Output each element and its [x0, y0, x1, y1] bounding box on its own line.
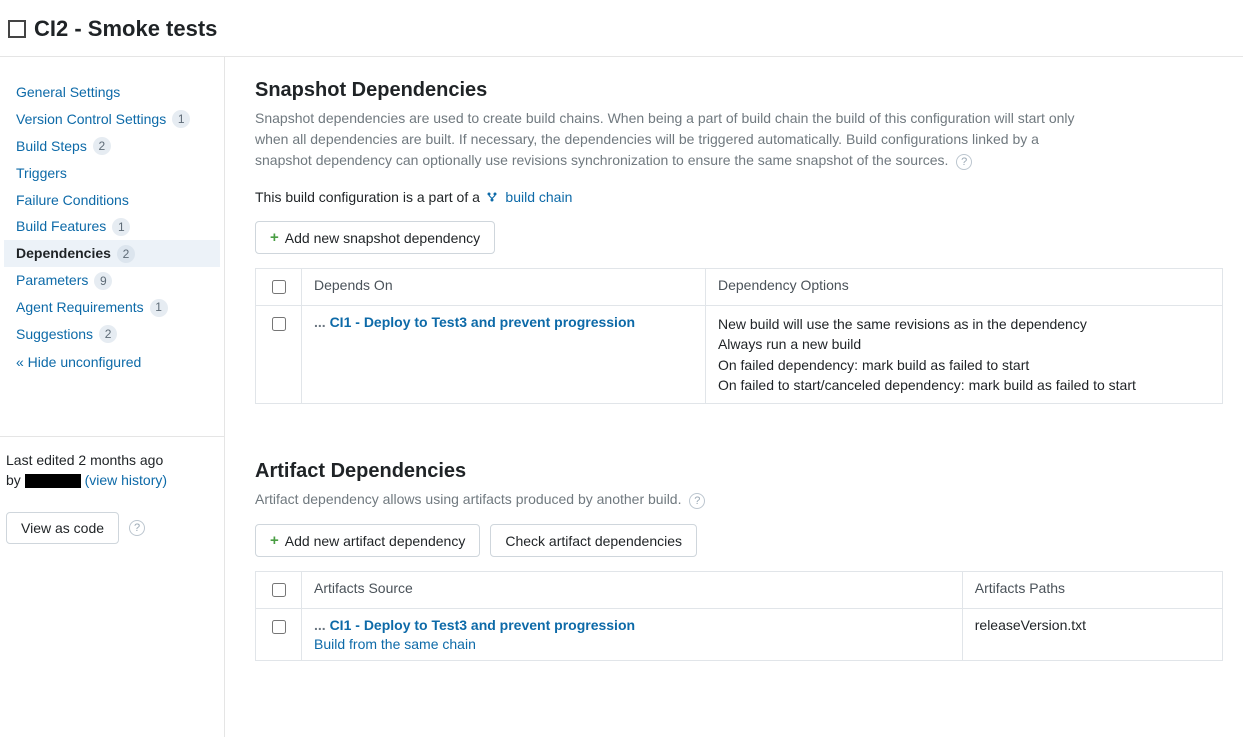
row-checkbox[interactable] [272, 620, 286, 634]
sidebar-item-dependencies[interactable]: Dependencies 2 [4, 240, 220, 267]
hide-unconfigured-link[interactable]: « Hide unconfigured [4, 348, 220, 376]
plus-icon: + [270, 532, 279, 549]
table-row: ... CI1 - Deploy to Test3 and prevent pr… [256, 306, 1223, 404]
sidebar-item-label: Dependencies [16, 244, 111, 263]
sidebar-item-label: Version Control Settings [16, 110, 166, 129]
add-artifact-dependency-button[interactable]: + Add new artifact dependency [255, 524, 480, 557]
add-snapshot-label: Add new snapshot dependency [285, 230, 480, 246]
help-icon[interactable]: ? [956, 154, 972, 170]
dep-sep: - [351, 617, 363, 633]
help-icon[interactable]: ? [689, 493, 705, 509]
last-edited-block: Last edited 2 months ago by (view histor… [0, 436, 224, 490]
sidebar-item-label: Suggestions [16, 325, 93, 344]
count-badge: 2 [117, 245, 135, 263]
build-from-chain-link[interactable]: Build from the same chain [314, 636, 950, 652]
sidebar-item-vcs-settings[interactable]: Version Control Settings 1 [4, 106, 220, 133]
path-ellipsis: ... [314, 314, 326, 330]
path-ellipsis: ... [314, 617, 326, 633]
sidebar-item-triggers[interactable]: Triggers [4, 160, 220, 187]
count-badge: 2 [99, 325, 117, 343]
dep-project: CI1 [330, 314, 352, 330]
by-label: by [6, 472, 21, 488]
sidebar-item-label: Triggers [16, 164, 67, 183]
option-line: New build will use the same revisions as… [718, 314, 1210, 334]
sidebar-item-build-features[interactable]: Build Features 1 [4, 213, 220, 240]
main-content: Snapshot Dependencies Snapshot dependenc… [225, 57, 1243, 737]
view-history-link[interactable]: (view history) [85, 472, 167, 488]
row-checkbox[interactable] [272, 317, 286, 331]
artifact-source-link[interactable]: ... CI1 - Deploy to Test3 and prevent pr… [314, 617, 635, 633]
sidebar-item-label: Failure Conditions [16, 191, 129, 210]
select-all-checkbox[interactable] [272, 280, 286, 294]
dep-build-name: Deploy to Test3 and prevent progression [364, 617, 635, 633]
col-depends-on: Depends On [302, 269, 706, 306]
branch-icon [486, 191, 502, 206]
dep-sep: - [351, 314, 363, 330]
sidebar-item-suggestions[interactable]: Suggestions 2 [4, 321, 220, 348]
redacted-username [25, 474, 81, 488]
count-badge: 1 [172, 110, 190, 128]
sidebar-item-label: Agent Requirements [16, 298, 144, 317]
dep-project: CI1 [330, 617, 352, 633]
option-line: Always run a new build [718, 334, 1210, 354]
table-row: ... CI1 - Deploy to Test3 and prevent pr… [256, 609, 1223, 661]
sidebar-item-label: Parameters [16, 271, 88, 290]
artifact-section-title: Artifact Dependencies [255, 460, 1223, 483]
count-badge: 9 [94, 272, 112, 290]
col-artifacts-paths: Artifacts Paths [962, 572, 1222, 609]
count-badge: 1 [150, 299, 168, 317]
snapshot-description: Snapshot dependencies are used to create… [255, 108, 1095, 171]
artifact-description: Artifact dependency allows using artifac… [255, 489, 1095, 510]
last-edited-prefix: Last edited [6, 452, 78, 468]
count-badge: 2 [93, 137, 111, 155]
sidebar-item-agent-requirements[interactable]: Agent Requirements 1 [4, 294, 220, 321]
project-icon [8, 20, 26, 38]
artifact-path: releaseVersion.txt [975, 617, 1086, 633]
sidebar-item-parameters[interactable]: Parameters 9 [4, 267, 220, 294]
check-artifact-dependencies-button[interactable]: Check artifact dependencies [490, 524, 697, 557]
count-badge: 1 [112, 218, 130, 236]
view-as-code-button[interactable]: View as code [6, 512, 119, 544]
build-chain-link[interactable]: build chain [505, 189, 572, 205]
artifact-dependencies-table: Artifacts Source Artifacts Paths ... CI1… [255, 571, 1223, 661]
add-snapshot-dependency-button[interactable]: + Add new snapshot dependency [255, 221, 495, 254]
snapshot-section-title: Snapshot Dependencies [255, 79, 1223, 102]
build-chain-line: This build configuration is a part of a … [255, 189, 1223, 205]
select-all-checkbox[interactable] [272, 583, 286, 597]
page-header: CI2 - Smoke tests [0, 0, 1243, 56]
sidebar-item-failure-conditions[interactable]: Failure Conditions [4, 187, 220, 214]
plus-icon: + [270, 229, 279, 246]
sidebar: General Settings Version Control Setting… [0, 57, 225, 737]
dep-build-name: Deploy to Test3 and prevent progression [364, 314, 635, 330]
option-line: On failed dependency: mark build as fail… [718, 355, 1210, 375]
sidebar-item-label: General Settings [16, 83, 120, 102]
sidebar-item-general-settings[interactable]: General Settings [4, 79, 220, 106]
sidebar-item-label: Build Steps [16, 137, 87, 156]
view-as-code-label: View as code [21, 520, 104, 536]
sidebar-item-build-steps[interactable]: Build Steps 2 [4, 133, 220, 160]
check-artifact-label: Check artifact dependencies [505, 533, 682, 549]
last-edited-time: 2 months ago [78, 452, 163, 468]
help-icon[interactable]: ? [129, 520, 145, 536]
dependency-link[interactable]: ... CI1 - Deploy to Test3 and prevent pr… [314, 314, 635, 330]
snapshot-dependencies-table: Depends On Dependency Options ... CI1 - … [255, 268, 1223, 404]
col-artifacts-source: Artifacts Source [302, 572, 963, 609]
col-dependency-options: Dependency Options [705, 269, 1222, 306]
page-title: CI2 - Smoke tests [34, 16, 217, 42]
add-artifact-label: Add new artifact dependency [285, 533, 466, 549]
chain-prefix: This build configuration is a part of a [255, 189, 484, 205]
sidebar-item-label: Build Features [16, 217, 106, 236]
option-line: On failed to start/canceled dependency: … [718, 375, 1210, 395]
